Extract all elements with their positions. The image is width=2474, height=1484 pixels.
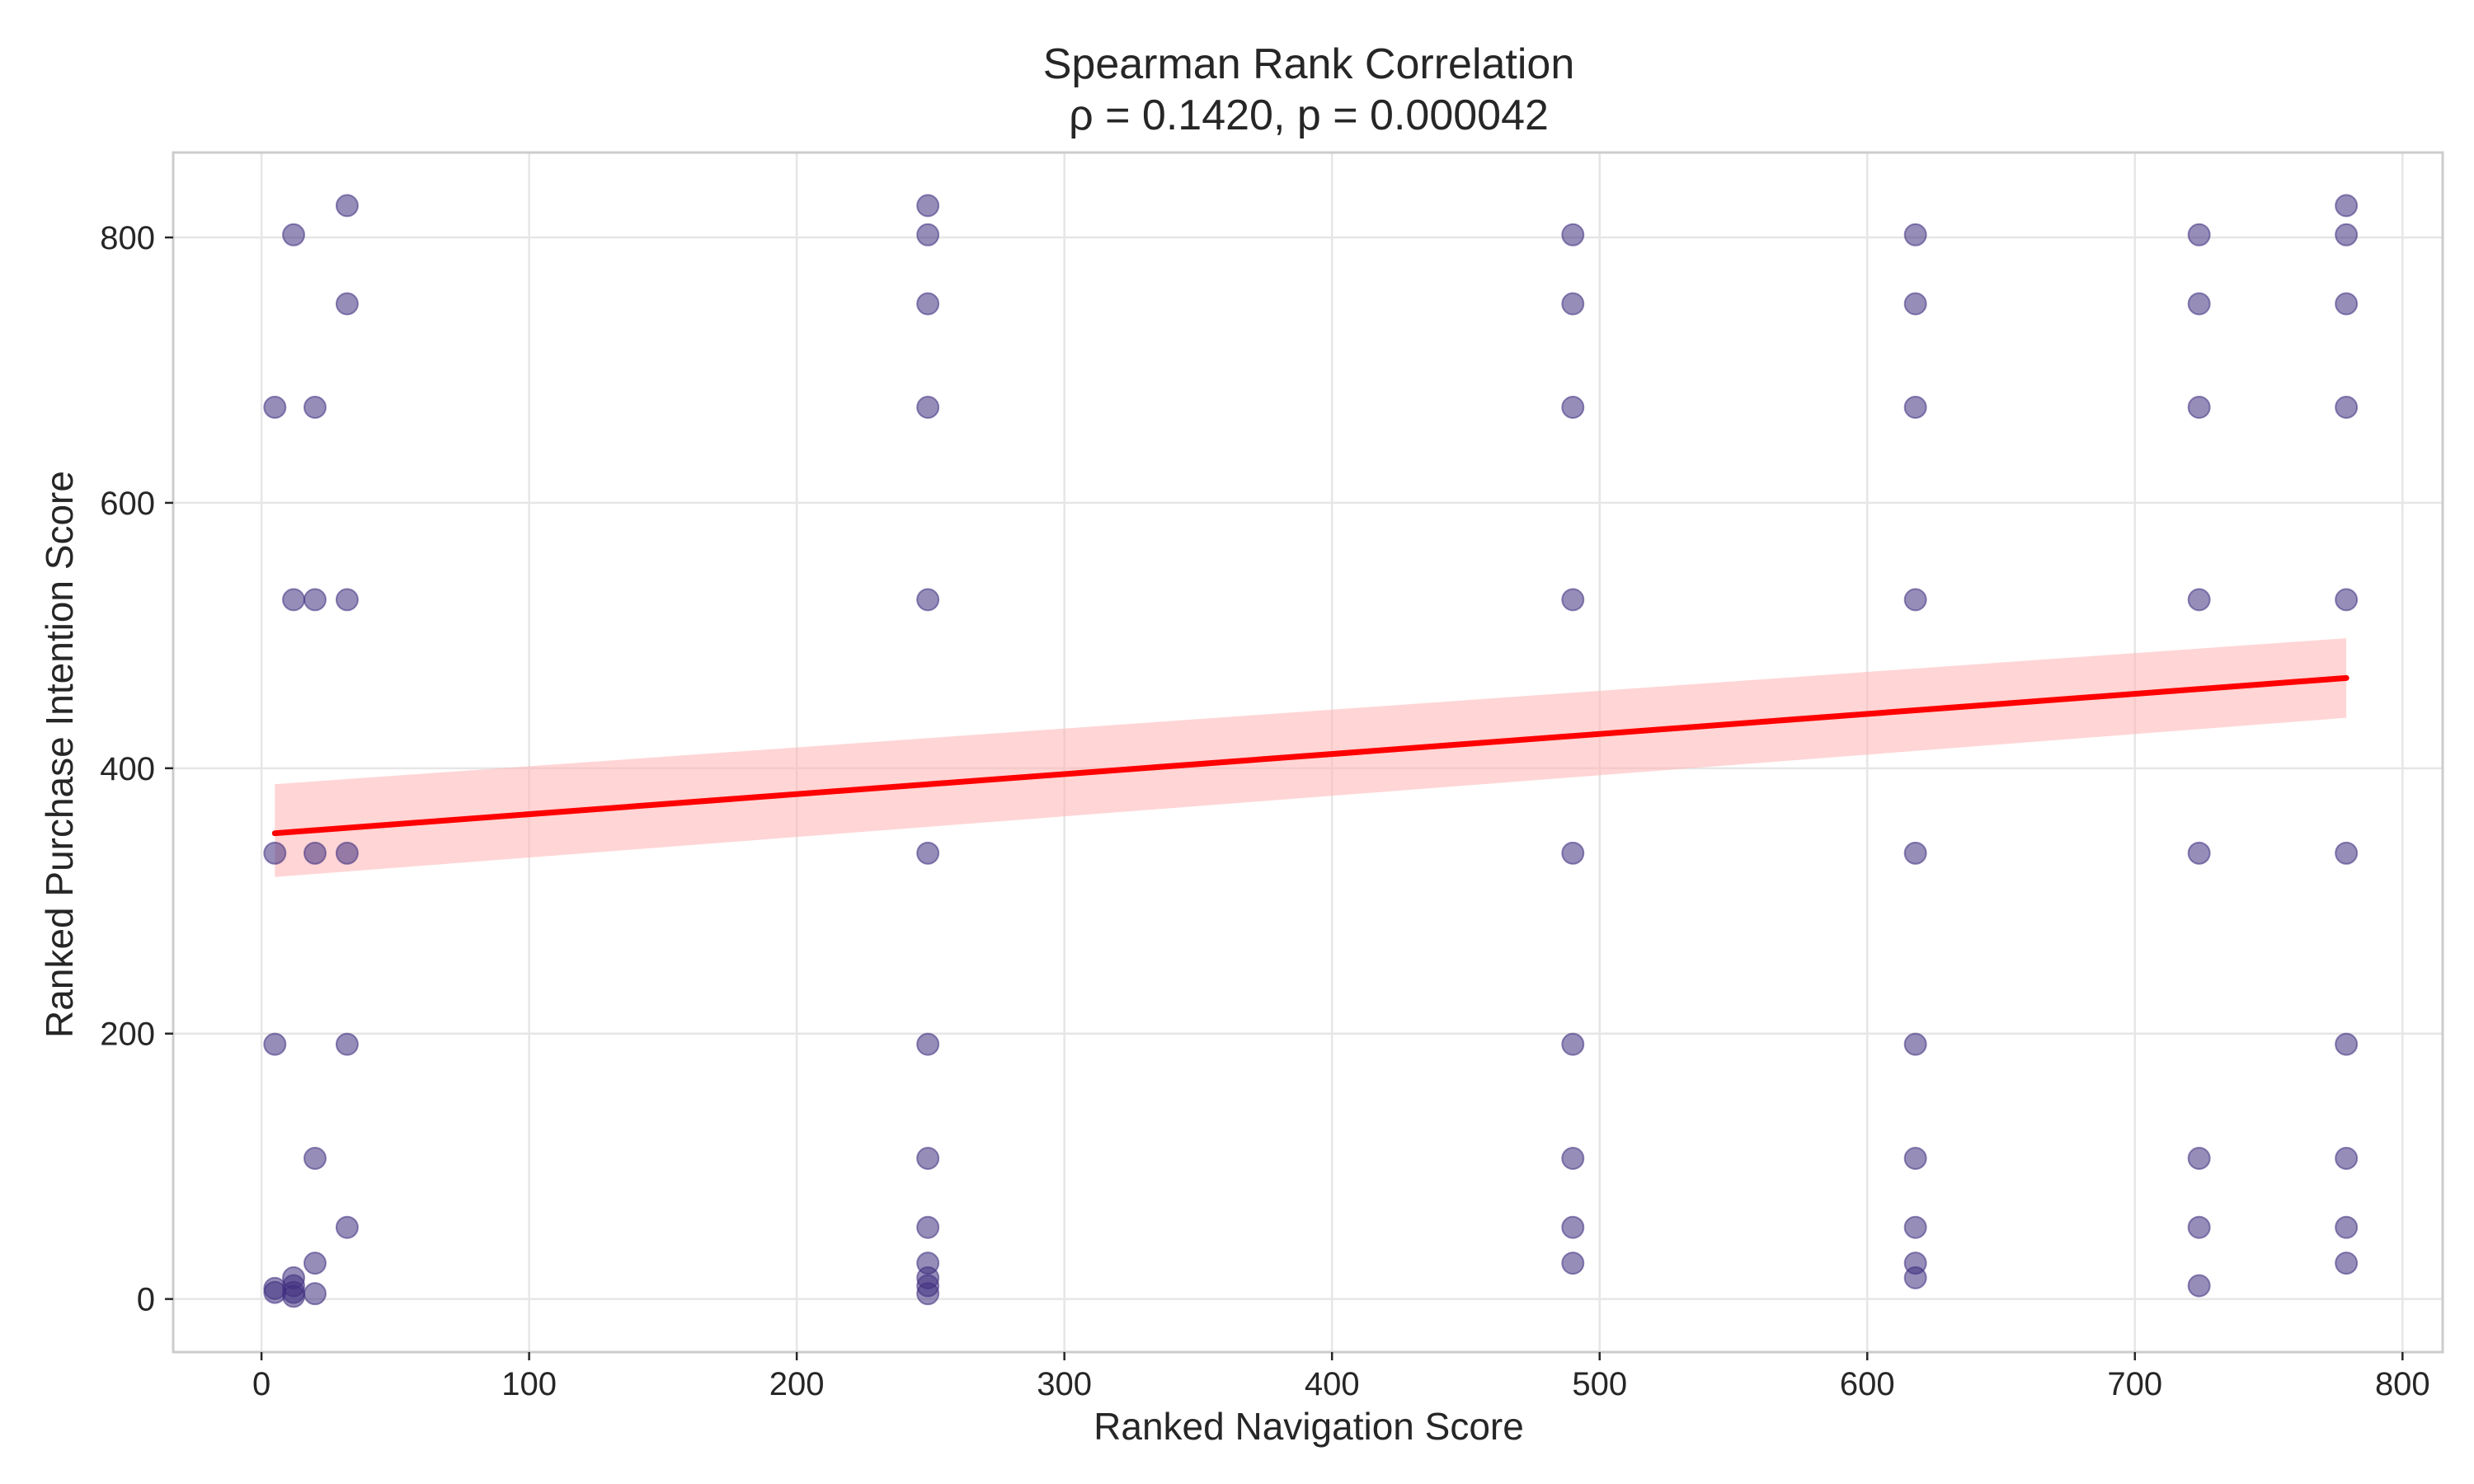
data-point — [1903, 588, 1927, 612]
chart-subtitle: ρ = 0.1420, p = 0.000042 — [1069, 92, 1549, 139]
plot-border — [172, 151, 2444, 1354]
data-point — [303, 1282, 327, 1306]
y-tick-label: 400 — [100, 751, 155, 787]
trend-line-layer — [271, 674, 2349, 837]
data-point — [2187, 841, 2211, 865]
plot-frame — [172, 151, 2444, 1354]
data-point — [2187, 396, 2211, 420]
data-point — [1561, 588, 1585, 612]
data-point — [2187, 588, 2211, 612]
x-tick-label: 200 — [769, 1366, 825, 1402]
y-tick-label: 0 — [137, 1282, 155, 1318]
data-point — [916, 194, 940, 218]
data-point — [1903, 841, 1927, 865]
x-tick-label: 500 — [1572, 1366, 1627, 1402]
data-point — [1561, 1032, 1585, 1056]
y-tick-label: 800 — [100, 220, 155, 256]
data-point — [2335, 396, 2359, 420]
data-point — [263, 396, 287, 420]
data-point — [2335, 1252, 2359, 1275]
data-point — [2187, 1215, 2211, 1239]
data-point — [916, 588, 940, 612]
tick-labels: 0 100 200 300 400 500 600 700 800 0 200 400 600 800 — [100, 220, 2429, 1402]
x-tick-label: 0 — [252, 1366, 270, 1402]
y-tick-label: 200 — [100, 1017, 155, 1053]
data-point — [263, 1032, 287, 1056]
data-point — [263, 841, 287, 865]
data-point — [1903, 1147, 1927, 1171]
data-point — [335, 1032, 359, 1056]
data-point — [1903, 223, 1927, 247]
data-point — [2187, 223, 2211, 247]
data-point — [1903, 1215, 1927, 1239]
x-tick-label: 800 — [2375, 1366, 2430, 1402]
data-point — [1561, 841, 1585, 865]
data-point — [1903, 1032, 1927, 1056]
data-point — [303, 588, 327, 612]
data-point — [2335, 1215, 2359, 1239]
data-point — [335, 1215, 359, 1239]
data-point — [916, 1147, 940, 1171]
data-point — [2335, 223, 2359, 247]
data-point — [303, 841, 327, 865]
data-points — [263, 194, 2359, 1308]
x-axis-label: Ranked Navigation Score — [1094, 1405, 1524, 1448]
data-point — [282, 588, 306, 612]
x-tick-label: 300 — [1037, 1366, 1092, 1402]
data-point — [2335, 194, 2359, 218]
data-point — [1903, 292, 1927, 316]
data-point — [1561, 1252, 1585, 1275]
data-point — [1561, 1215, 1585, 1239]
data-point — [2187, 1274, 2211, 1298]
data-point — [282, 223, 306, 247]
data-point — [1561, 292, 1585, 316]
x-tick-label: 100 — [501, 1366, 557, 1402]
data-point — [2187, 1147, 2211, 1171]
y-tick-label: 600 — [100, 486, 155, 522]
data-point — [916, 396, 940, 420]
data-point — [1903, 396, 1927, 420]
data-point — [282, 1284, 306, 1308]
data-point — [303, 1252, 327, 1275]
data-point — [916, 1282, 940, 1306]
y-axis-label: Ranked Purchase Intention Score — [38, 471, 81, 1038]
data-point — [916, 223, 940, 247]
data-point — [1561, 223, 1585, 247]
data-point — [2335, 841, 2359, 865]
x-tick-label: 400 — [1305, 1366, 1360, 1402]
data-point — [916, 292, 940, 316]
data-point — [335, 588, 359, 612]
data-point — [1561, 1147, 1585, 1171]
data-point — [335, 194, 359, 218]
data-point — [1561, 396, 1585, 420]
data-point — [335, 841, 359, 865]
trend-line — [271, 674, 2349, 837]
chart-title: Spearman Rank Correlation — [1043, 40, 1575, 88]
x-tick-label: 600 — [1840, 1366, 1895, 1402]
data-point — [916, 1215, 940, 1239]
data-point — [2335, 1147, 2359, 1171]
data-point — [2335, 588, 2359, 612]
data-point — [916, 841, 940, 865]
data-point — [303, 396, 327, 420]
data-point — [916, 1032, 940, 1056]
data-point — [303, 1147, 327, 1171]
data-point — [1903, 1266, 1927, 1289]
data-point — [335, 292, 359, 316]
x-tick-label: 700 — [2107, 1366, 2162, 1402]
data-point — [2335, 292, 2359, 316]
data-point — [2187, 292, 2211, 316]
data-point — [2335, 1032, 2359, 1056]
